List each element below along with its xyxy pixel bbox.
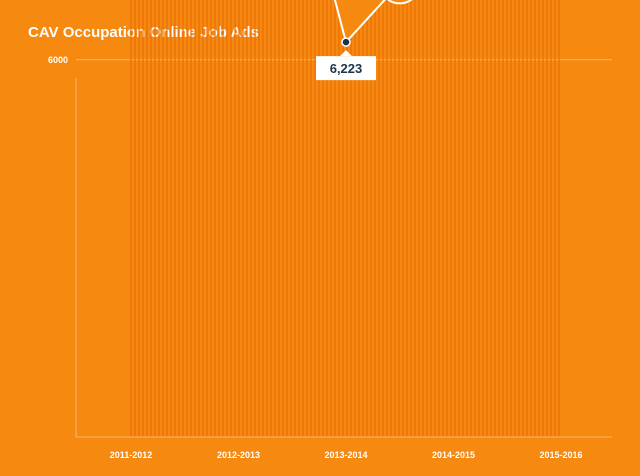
- x-tick-label: 2015-2016: [539, 450, 582, 460]
- data-points: [341, 37, 351, 47]
- area-hatch: [130, 0, 560, 437]
- change-badge: 24%: [386, 0, 413, 5]
- data-value-label: 6,223: [330, 61, 363, 76]
- change-badge-circle: [386, 0, 413, 5]
- callout-pointer: [340, 50, 352, 57]
- x-tick-label: 2013-2014: [324, 450, 367, 460]
- axis-layer: 6000800010,00012,0002011-20122012-201320…: [48, 55, 612, 460]
- x-tick-label: 2014-2015: [432, 450, 475, 460]
- x-tick-label: 2011-2012: [110, 450, 153, 460]
- value-callouts: 8,90711,4006,2237,70710,344: [316, 50, 376, 81]
- callout-box: [316, 56, 376, 81]
- y-tick-label: 6000: [48, 55, 68, 65]
- value-callout: 6,223: [316, 50, 376, 81]
- change-badges: 28%55%24%34%: [386, 0, 413, 5]
- data-point: [341, 37, 351, 47]
- x-tick-label: 2012-2013: [217, 450, 260, 460]
